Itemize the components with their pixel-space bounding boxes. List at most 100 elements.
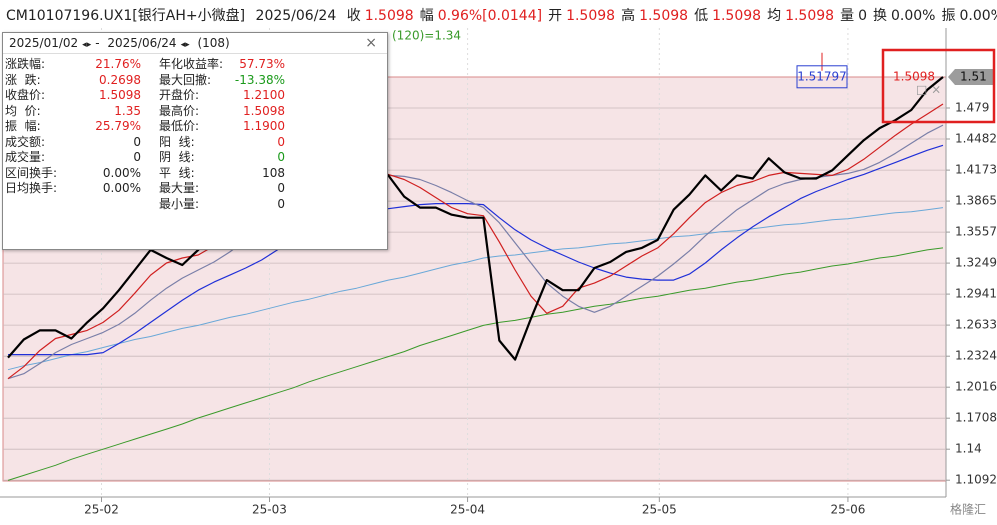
panel-header: 2025/01/02 ◂▸ - 2025/06/24 ◂▸ (108) × <box>3 33 387 54</box>
quote-item: 低 1.5098 <box>694 8 761 24</box>
ma-legend: (120)=1.34 <box>392 29 461 43</box>
stat-value: 0 <box>133 150 141 164</box>
quote-bar: CM10107196.UX1[银行AH+小微盘] 2025/06/24 收 1.5… <box>6 5 997 25</box>
quote-label: 振 <box>941 8 956 24</box>
arrows[interactable]: ◂▸ <box>82 40 92 50</box>
quote-value: 0.00% <box>959 8 997 24</box>
end-date[interactable]: 2025/06/24 <box>107 36 177 50</box>
close-button[interactable]: × <box>365 35 377 51</box>
stat-value: 1.35 <box>114 103 141 118</box>
stat-value: -13.38% <box>234 72 285 87</box>
stat-row: 最大回撤: -13.38% <box>159 72 285 89</box>
stat-label: 涨跌幅: <box>5 57 46 71</box>
stat-label: 平 线: <box>159 165 195 180</box>
stat-row: 成交额: 0 <box>5 134 141 151</box>
quote-value: 1.5098 <box>364 8 414 24</box>
x-tick-label: 25-06 <box>830 503 865 517</box>
stat-value: 1.1900 <box>243 119 285 133</box>
price-tag-label: 1.51 <box>960 70 987 84</box>
stat-row: 最小量: 0 <box>159 197 285 213</box>
stat-value: 0 <box>277 134 285 149</box>
y-tick-label: 1.4173 <box>955 163 997 177</box>
quote-item: 高 1.5098 <box>621 8 688 24</box>
y-tick-label: 1.2633 <box>955 318 997 332</box>
stat-value: 1.2100 <box>243 88 285 102</box>
watermark: 格隆汇 <box>950 502 986 517</box>
stat-value: 0.2698 <box>99 72 141 87</box>
stat-row: 区间换手: 0.00% <box>5 165 141 182</box>
price-label: 1.5098 <box>893 70 935 84</box>
stat-label: 最高价: <box>159 103 200 118</box>
code: CM10107196.UX1[银行AH+小微盘] <box>6 8 246 24</box>
stat-label: 区间换手: <box>5 165 58 180</box>
stat-row: 阳 线: 0 <box>159 134 285 151</box>
quote-item: 开 1.5098 <box>548 8 615 24</box>
x-tick-label: 25-05 <box>642 503 677 517</box>
stat-label: 年化收益率: <box>159 57 224 71</box>
max-box <box>796 65 848 89</box>
series-line <box>7 76 944 361</box>
panel-icons: □ × <box>916 83 941 97</box>
quote-label: 量 <box>840 8 855 24</box>
stats-right: 年化收益率: 57.73% 最大回撤: -13.38% 开盘价: 1.2100 最高价: 1.… <box>159 57 285 213</box>
quote-value: 0 <box>858 8 867 24</box>
y-tick-label: 1.2941 <box>955 287 997 301</box>
count: (108) <box>197 36 230 50</box>
y-tick-label: 1.3865 <box>955 194 997 208</box>
dash: - <box>95 36 100 50</box>
quote-label: 高 <box>621 8 636 24</box>
stat-value: 0 <box>133 134 141 149</box>
stat-row: 最高价: 1.5098 <box>159 103 285 120</box>
y-tick-label: 1.2016 <box>955 380 997 394</box>
price-tag <box>948 69 995 86</box>
stat-label: 最大量: <box>159 181 200 195</box>
quote-label: 幅 <box>419 8 434 24</box>
stats-panel: 2025/01/02 ◂▸ - 2025/06/24 ◂▸ (108) × 涨跌幅: 2… <box>2 32 388 250</box>
y-tick-label: 1.3557 <box>955 225 997 239</box>
max-label: 1.51797 <box>797 69 847 83</box>
stat-row: 涨跌幅: 21.76% <box>5 57 141 73</box>
stat-value: 0.00% <box>102 165 141 180</box>
stat-value: 0 <box>277 150 285 164</box>
stat-label: 最小量: <box>159 196 200 211</box>
stat-row: 最低价: 1.1900 <box>159 119 285 135</box>
stat-label: 开盘价: <box>159 88 200 102</box>
quote-label: 开 <box>548 8 563 24</box>
stat-label: 阳 线: <box>159 134 195 149</box>
arrows[interactable]: ◂▸ <box>180 40 190 50</box>
start-date[interactable]: 2025/01/02 <box>9 36 79 50</box>
x-tick-label: 25-02 <box>84 503 119 517</box>
quote-label: 低 <box>694 8 709 24</box>
stat-value: 25.79% <box>95 119 141 133</box>
stat-row: 阴 线: 0 <box>159 150 285 166</box>
series-line <box>7 207 944 371</box>
stat-row: 开盘价: 1.2100 <box>159 88 285 104</box>
stat-row: 振 幅: 25.79% <box>5 119 141 135</box>
quote-item: 幅 0.96%[0.0144] <box>420 8 542 24</box>
stat-label: 成交量: <box>5 150 46 164</box>
stat-value: 57.73% <box>239 57 285 71</box>
stat-value: 1.5098 <box>243 103 285 118</box>
quote-item: 换 0.00% <box>873 8 935 24</box>
stat-label: 涨 跌: <box>5 72 41 87</box>
y-tick-label: 1.4482 <box>955 132 997 146</box>
stat-value: 0.00% <box>102 181 141 195</box>
stat-label: 收盘价: <box>5 88 46 102</box>
quote-value: 1.5098 <box>639 8 689 24</box>
quote-label: 收 <box>346 8 361 24</box>
quote-label: 换 <box>873 8 887 24</box>
stat-value: 21.76% <box>95 57 141 71</box>
stat-row: 均 价: 1.35 <box>5 103 141 120</box>
y-tick-label: 1.2324 <box>955 349 997 363</box>
series-line <box>7 247 944 481</box>
y-tick-label: 1.1708 <box>955 411 997 425</box>
y-tick-label: 1.479 <box>955 101 989 115</box>
quote-label: 均 <box>767 8 782 24</box>
quote-item: 振0.00% <box>941 8 997 24</box>
stat-row: 日均换手: 0.00% <box>5 181 141 197</box>
stat-row: 涨 跌: 0.2698 <box>5 72 141 89</box>
stat-label: 均 价: <box>5 103 41 118</box>
y-tick-label: 1.3249 <box>955 256 997 270</box>
